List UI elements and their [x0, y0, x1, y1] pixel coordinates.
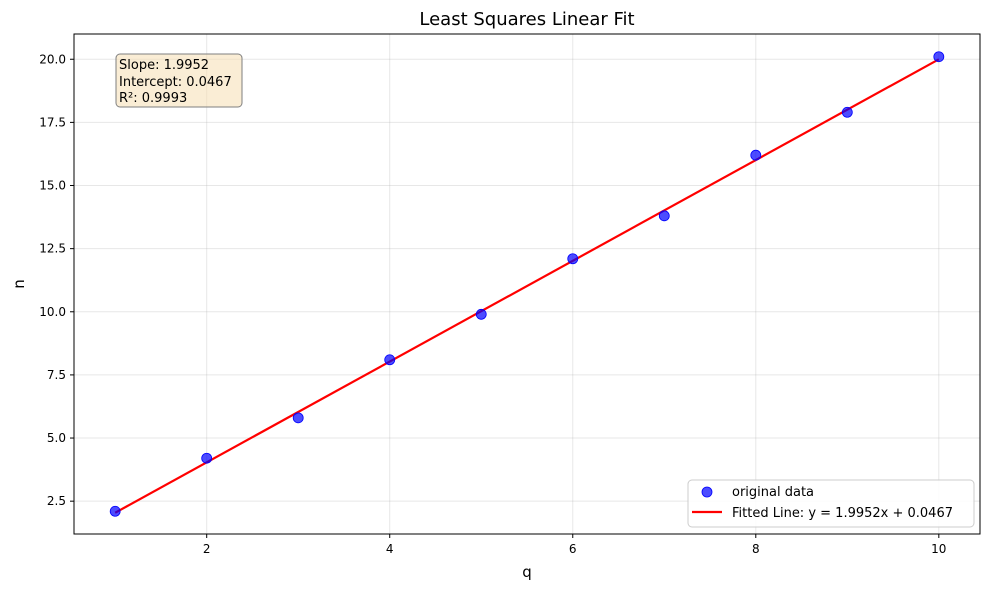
series — [109, 51, 945, 517]
axis-ticks: 2 4 6 8 10 2.5 5.0 7.5 10.0 12.5 15.0 17.5 20.0 — [39, 52, 946, 556]
x-tick-label: 8 — [752, 542, 760, 556]
legend-label-fit: Fitted Line: y = 1.9952x + 0.0467 — [732, 506, 953, 521]
y-axis-label: n — [10, 279, 28, 289]
y-tick-label: 10.0 — [39, 305, 66, 319]
fitted-line — [114, 58, 940, 514]
x-axis-label: q — [522, 563, 532, 581]
y-tick-label: 12.5 — [39, 242, 66, 256]
info-r-squared: R²: 0.9993 — [119, 91, 187, 106]
grid — [74, 34, 980, 534]
x-tick-label: 4 — [386, 542, 394, 556]
info-intercept: Intercept: 0.0467 — [119, 75, 232, 90]
x-tick-label: 2 — [203, 542, 211, 556]
data-point — [567, 253, 579, 265]
data-point — [750, 149, 762, 161]
y-tick-label: 15.0 — [39, 179, 66, 193]
y-tick-label: 5.0 — [47, 431, 66, 445]
y-tick-label: 7.5 — [47, 368, 66, 382]
data-point — [292, 412, 304, 424]
legend-frame — [687, 479, 975, 528]
info-box: Slope: 1.9952 Intercept: 0.0467 R²: 0.99… — [115, 53, 243, 108]
info-box-background — [115, 53, 243, 108]
legend: original data Fitted Line: y = 1.9952x +… — [687, 479, 975, 528]
data-point — [109, 505, 121, 517]
data-point — [475, 308, 487, 320]
data-point — [933, 51, 945, 63]
info-slope: Slope: 1.9952 — [119, 58, 209, 73]
legend-marker-data — [701, 486, 713, 498]
chart-title: Least Squares Linear Fit — [419, 9, 634, 30]
y-tick-label: 17.5 — [39, 115, 66, 129]
y-tick-label: 20.0 — [39, 52, 66, 66]
data-point — [841, 106, 853, 118]
x-tick-label: 10 — [931, 542, 946, 556]
plot-frame — [73, 33, 981, 535]
data-point — [201, 452, 213, 464]
x-tick-label: 6 — [569, 542, 577, 556]
y-tick-label: 2.5 — [47, 494, 66, 508]
data-point — [658, 210, 670, 222]
data-point — [384, 354, 396, 366]
legend-label-data: original data — [732, 485, 814, 500]
